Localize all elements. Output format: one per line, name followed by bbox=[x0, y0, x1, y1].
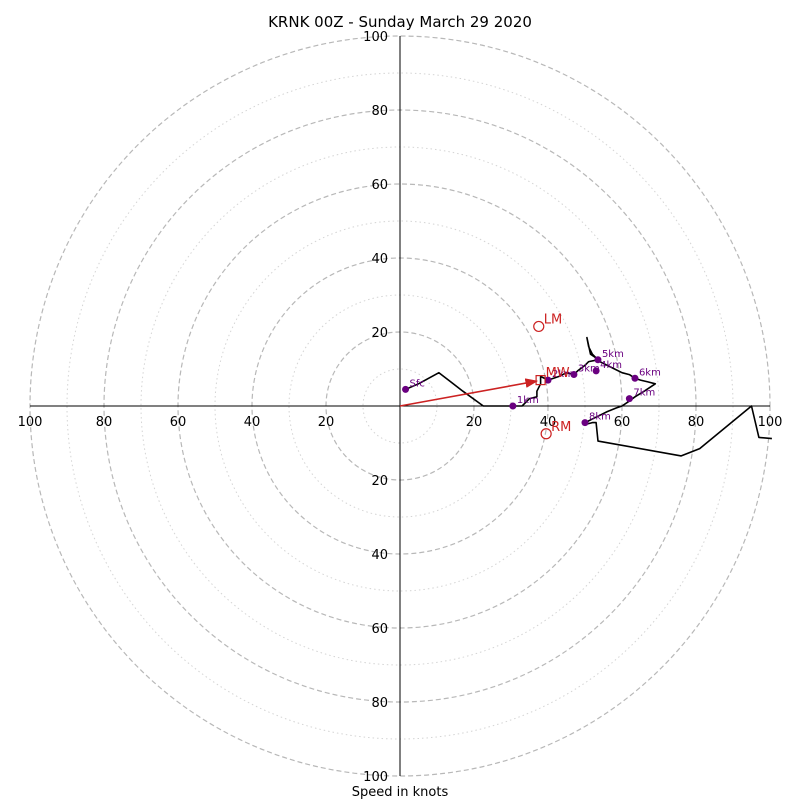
height-marker-label: 7km bbox=[633, 388, 655, 399]
height-marker-label: 4km bbox=[600, 360, 622, 371]
height-marker-dot bbox=[594, 356, 602, 364]
chart-title: KRNK 00Z - Sunday March 29 2020 bbox=[268, 13, 532, 31]
storm-motion-marker bbox=[540, 428, 552, 440]
x-tick-label: 100 bbox=[18, 415, 43, 430]
y-tick-label: 60 bbox=[371, 622, 388, 637]
height-marker-dot bbox=[625, 395, 633, 403]
x-tick-label: 40 bbox=[244, 415, 261, 430]
height-marker-label: 8km bbox=[589, 412, 611, 423]
height-marker-dot bbox=[592, 367, 600, 375]
height-marker-dot bbox=[631, 374, 639, 382]
height-marker-label: 3km bbox=[578, 364, 600, 375]
x-tick-label: 60 bbox=[614, 415, 631, 430]
height-marker-dot bbox=[544, 376, 552, 384]
height-marker-label: Sfc bbox=[410, 378, 425, 389]
y-tick-label: 40 bbox=[371, 252, 388, 267]
storm-motion-label: RM bbox=[551, 420, 571, 435]
storm-motion-markers: LM MW RM bbox=[399, 312, 571, 440]
x-axis-label: Speed in knots bbox=[352, 785, 449, 800]
y-tick-label: 40 bbox=[371, 548, 388, 563]
height-marker-dot bbox=[581, 419, 589, 427]
x-tick-label: 80 bbox=[688, 415, 705, 430]
y-tick-label: 100 bbox=[363, 30, 388, 45]
hodograph-line bbox=[405, 336, 772, 457]
height-marker-dot bbox=[570, 371, 578, 379]
storm-motion-label: MW bbox=[546, 366, 570, 381]
height-marker-label: 1km bbox=[517, 395, 539, 406]
x-tick-label: 100 bbox=[758, 415, 783, 430]
height-marker-dot bbox=[509, 402, 517, 410]
x-tick-label: 40 bbox=[540, 415, 557, 430]
mean-wind-marker bbox=[535, 375, 546, 386]
height-marker-label: 2km bbox=[552, 369, 574, 380]
y-tick-label: 20 bbox=[371, 326, 388, 341]
x-tick-label: 80 bbox=[96, 415, 113, 430]
y-tick-label: 100 bbox=[363, 770, 388, 785]
x-tick-label: 20 bbox=[466, 415, 483, 430]
height-marker-dot bbox=[402, 385, 410, 393]
y-tick-label: 20 bbox=[371, 474, 388, 489]
hodograph-trace bbox=[405, 336, 772, 457]
storm-motion-label: LM bbox=[544, 312, 562, 327]
y-tick-label: 80 bbox=[371, 696, 388, 711]
height-marker-label: 6km bbox=[639, 367, 661, 378]
y-tick-label: 60 bbox=[371, 178, 388, 193]
storm-motion-marker bbox=[533, 320, 545, 333]
x-tick-label: 20 bbox=[318, 415, 335, 430]
tick-labels: 100 80 60 40 20 20 40 60 80 100100806040202040608… bbox=[18, 30, 783, 785]
x-tick-label: 60 bbox=[170, 415, 187, 430]
mean-wind-vector bbox=[399, 378, 539, 407]
y-tick-label: 80 bbox=[371, 104, 388, 119]
height-marker-label: 5km bbox=[602, 349, 624, 360]
